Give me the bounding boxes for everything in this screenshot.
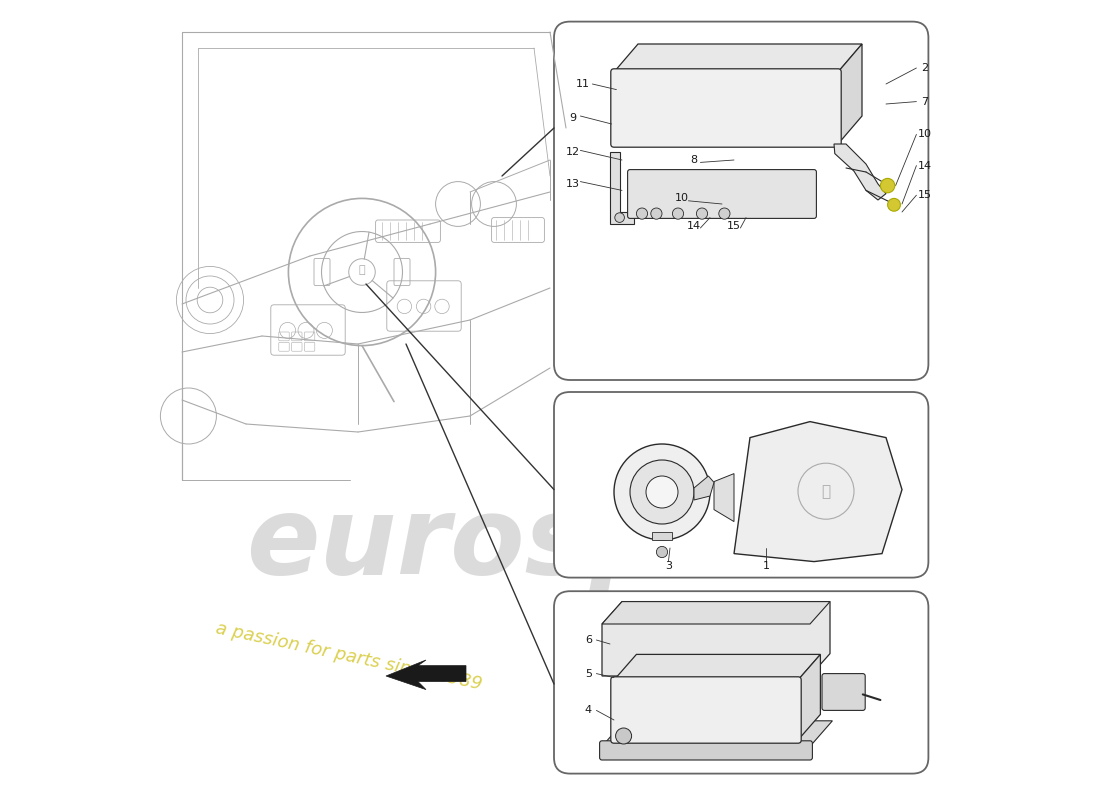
Circle shape (615, 213, 625, 222)
FancyBboxPatch shape (600, 741, 813, 760)
Text: 3: 3 (664, 561, 672, 570)
Circle shape (637, 208, 648, 219)
Text: 𝔐: 𝔐 (822, 484, 830, 498)
FancyBboxPatch shape (554, 22, 928, 380)
Circle shape (672, 208, 683, 219)
Text: 4: 4 (585, 706, 592, 715)
Text: 10: 10 (917, 130, 932, 139)
Polygon shape (602, 602, 830, 624)
Circle shape (630, 460, 694, 524)
Polygon shape (838, 44, 862, 144)
Circle shape (880, 178, 894, 193)
Polygon shape (614, 44, 862, 72)
Polygon shape (614, 654, 821, 680)
Text: 12: 12 (565, 147, 580, 157)
FancyBboxPatch shape (610, 677, 801, 743)
FancyBboxPatch shape (628, 170, 816, 218)
Circle shape (614, 444, 710, 540)
Circle shape (646, 476, 678, 508)
Text: 10: 10 (675, 194, 689, 203)
Text: 9: 9 (569, 114, 576, 123)
Polygon shape (602, 602, 830, 692)
Text: 𝔐: 𝔐 (359, 266, 365, 275)
Text: 14: 14 (917, 161, 932, 170)
Text: 6: 6 (585, 635, 592, 645)
Circle shape (651, 208, 662, 219)
Text: 15: 15 (917, 190, 932, 200)
Circle shape (888, 198, 901, 211)
Text: 11: 11 (575, 79, 590, 89)
Text: 13: 13 (565, 179, 580, 189)
Polygon shape (834, 144, 886, 200)
Polygon shape (694, 476, 714, 500)
FancyBboxPatch shape (822, 674, 866, 710)
Polygon shape (798, 654, 821, 740)
Circle shape (718, 208, 730, 219)
Text: 14: 14 (686, 221, 701, 230)
Polygon shape (652, 532, 672, 540)
Polygon shape (602, 721, 833, 746)
Text: 2: 2 (921, 63, 928, 73)
FancyBboxPatch shape (610, 69, 842, 147)
Circle shape (696, 208, 707, 219)
Text: 1: 1 (762, 561, 770, 570)
FancyBboxPatch shape (554, 591, 928, 774)
FancyBboxPatch shape (554, 392, 928, 578)
Text: 5: 5 (585, 669, 592, 678)
Text: 7: 7 (921, 97, 928, 106)
Text: eurospe: eurospe (246, 491, 740, 597)
Polygon shape (714, 474, 734, 522)
Text: a passion for parts since 1989: a passion for parts since 1989 (214, 619, 484, 693)
Text: 15: 15 (727, 221, 741, 230)
Circle shape (616, 728, 631, 744)
Polygon shape (610, 152, 634, 224)
Polygon shape (386, 660, 466, 690)
Text: 8: 8 (691, 155, 697, 165)
Circle shape (657, 546, 668, 558)
Polygon shape (734, 422, 902, 562)
